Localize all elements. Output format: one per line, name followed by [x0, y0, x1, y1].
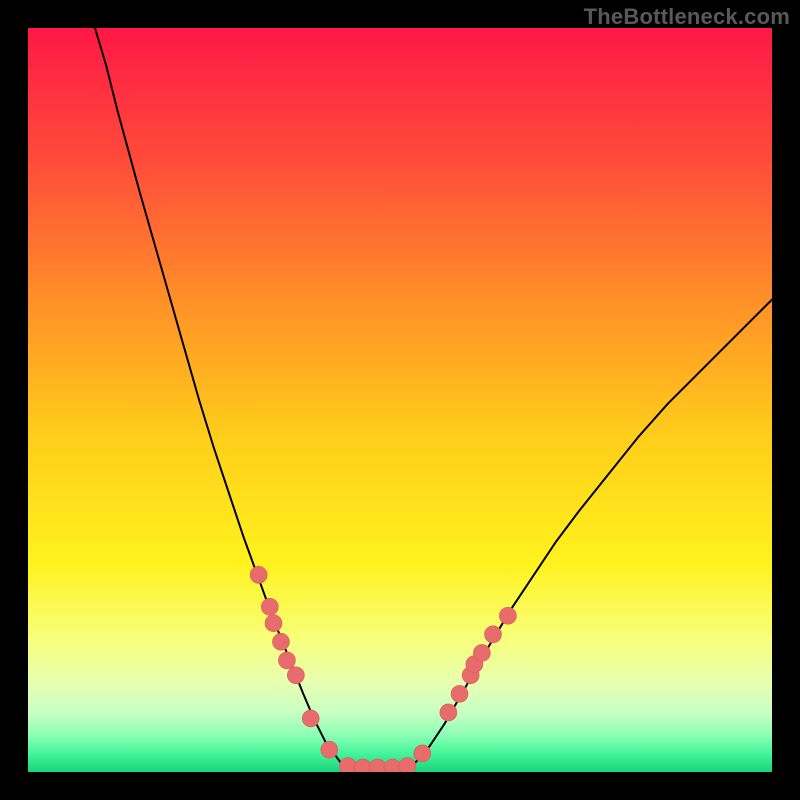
- data-marker: [473, 644, 490, 661]
- chart-area: [28, 28, 772, 772]
- watermark-label: TheBottleneck.com: [584, 4, 790, 30]
- data-marker: [272, 633, 289, 650]
- data-marker: [451, 685, 468, 702]
- data-marker: [499, 607, 516, 624]
- bottleneck-curve-chart: [28, 28, 772, 772]
- data-marker: [321, 741, 338, 758]
- data-marker: [339, 758, 356, 772]
- data-marker: [287, 667, 304, 684]
- data-marker: [302, 710, 319, 727]
- data-marker: [485, 626, 502, 643]
- data-marker: [261, 598, 278, 615]
- data-marker: [265, 615, 282, 632]
- data-marker: [414, 745, 431, 762]
- data-marker: [278, 652, 295, 669]
- gradient-background: [28, 28, 772, 772]
- data-marker: [250, 566, 267, 583]
- data-marker: [440, 704, 457, 721]
- data-marker: [399, 758, 416, 772]
